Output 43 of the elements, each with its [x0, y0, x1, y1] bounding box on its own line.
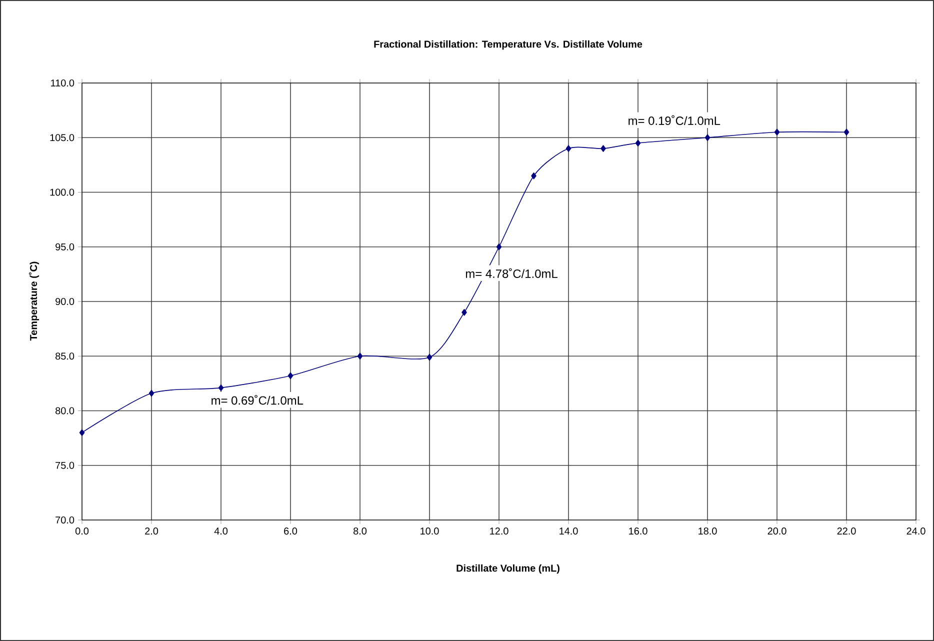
x-tick-label: 20.0 — [768, 528, 786, 535]
x-axis-title: Distillate Volume (mL) — [456, 564, 560, 574]
y-tick-label: 100.0 — [50, 188, 74, 196]
annotation: m= 0.19˚C/1.0mL — [628, 115, 720, 126]
chart-title: Fractional Distillation: Temperature Vs. Distillate Volume — [374, 40, 642, 50]
point — [218, 384, 224, 392]
point — [288, 372, 294, 380]
point — [774, 128, 780, 136]
x-tick-label: 4.0 — [214, 528, 228, 535]
point — [531, 172, 536, 180]
x-tick-label: 24.0 — [906, 528, 926, 535]
x-tick-label: 14.0 — [560, 528, 578, 535]
y-axis-title: Temperature (˚C) — [28, 262, 40, 341]
point — [566, 145, 572, 152]
y-tick-label: 90.0 — [56, 298, 74, 306]
point — [635, 140, 641, 146]
y-tick-label: 105.0 — [50, 134, 74, 142]
x-tick-label: 18.0 — [698, 528, 717, 535]
annotation: m= 0.69˚C/1.0mL — [212, 394, 304, 405]
y-tick-label: 70.0 — [56, 516, 74, 524]
y-tick-label: 85.0 — [56, 352, 74, 360]
annotation: m= 4.78˚C/1.0mL — [466, 268, 558, 278]
point — [600, 145, 606, 152]
y-tick-label: 110.0 — [51, 79, 74, 87]
y-tick-label: 80.0 — [56, 407, 74, 414]
x-tick-label: 22.0 — [837, 528, 856, 535]
point — [426, 354, 432, 361]
x-tick-label: 10.0 — [420, 528, 439, 535]
x-tick-label: 2.0 — [145, 528, 158, 535]
y-tick-label: 75.0 — [56, 462, 74, 469]
point — [462, 309, 467, 316]
x-tick-label: 6.0 — [284, 528, 298, 535]
point — [496, 243, 502, 250]
y-tick-label: 95.0 — [56, 243, 74, 250]
x-tick-label: 12.0 — [490, 528, 508, 535]
point — [844, 128, 850, 136]
point — [148, 390, 154, 397]
point — [357, 352, 363, 360]
x-tick-label: 8.0 — [354, 528, 367, 535]
x-tick-label: 16.0 — [629, 528, 648, 535]
x-tick-label: 0.0 — [75, 528, 89, 535]
point — [79, 429, 85, 436]
point — [704, 134, 710, 142]
